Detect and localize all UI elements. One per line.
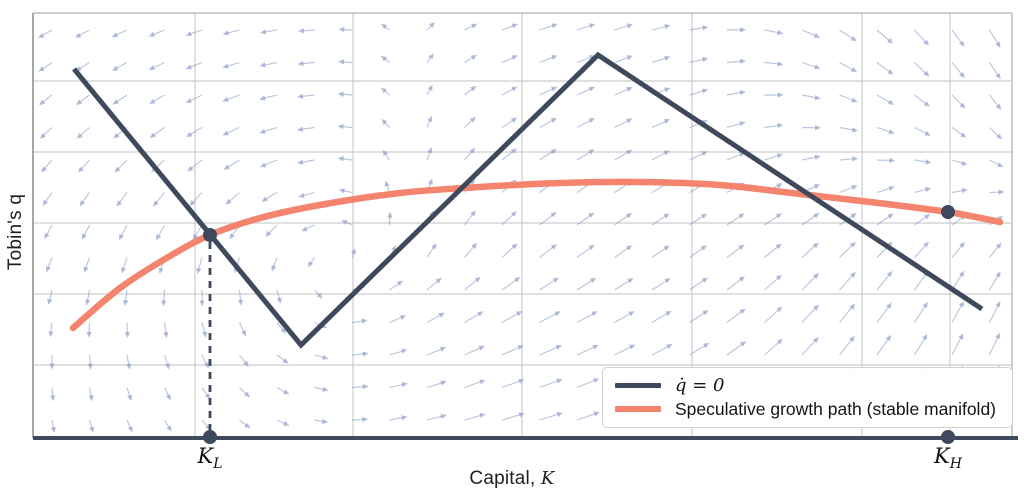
tick-kh-sub: H bbox=[949, 456, 962, 473]
growth-path-swatch bbox=[615, 406, 661, 413]
y-axis-label: Tobin's q bbox=[5, 193, 26, 271]
gridlines bbox=[33, 13, 1012, 438]
qdot-line-swatch bbox=[615, 383, 661, 389]
tick-kh-base: K bbox=[934, 444, 950, 468]
tick-label-kl: KL bbox=[170, 444, 250, 472]
x-axis-label-text: Capital, bbox=[469, 468, 541, 489]
tick-kl-sub: L bbox=[213, 456, 223, 473]
legend-entry-growth-path: Speculative growth path (stable manifold… bbox=[615, 398, 1002, 422]
x-axis-label: Capital, K bbox=[0, 468, 1024, 490]
tick-kl-base: K bbox=[197, 444, 214, 468]
legend-label-growth-path: Speculative growth path (stable manifold… bbox=[675, 398, 997, 419]
marker-dots bbox=[203, 205, 955, 444]
x-axis-label-variable: K bbox=[540, 468, 555, 489]
legend: q̇ = 0 Speculative growth path (stable m… bbox=[602, 367, 1013, 428]
tick-label-kh: KH bbox=[908, 444, 988, 472]
legend-label-qdot: q̇ = 0 bbox=[675, 375, 725, 397]
speculative-growth-path-line bbox=[69, 178, 1004, 332]
legend-entry-qdot: q̇ = 0 bbox=[615, 374, 1002, 398]
q-dot-zero-line bbox=[72, 51, 984, 349]
